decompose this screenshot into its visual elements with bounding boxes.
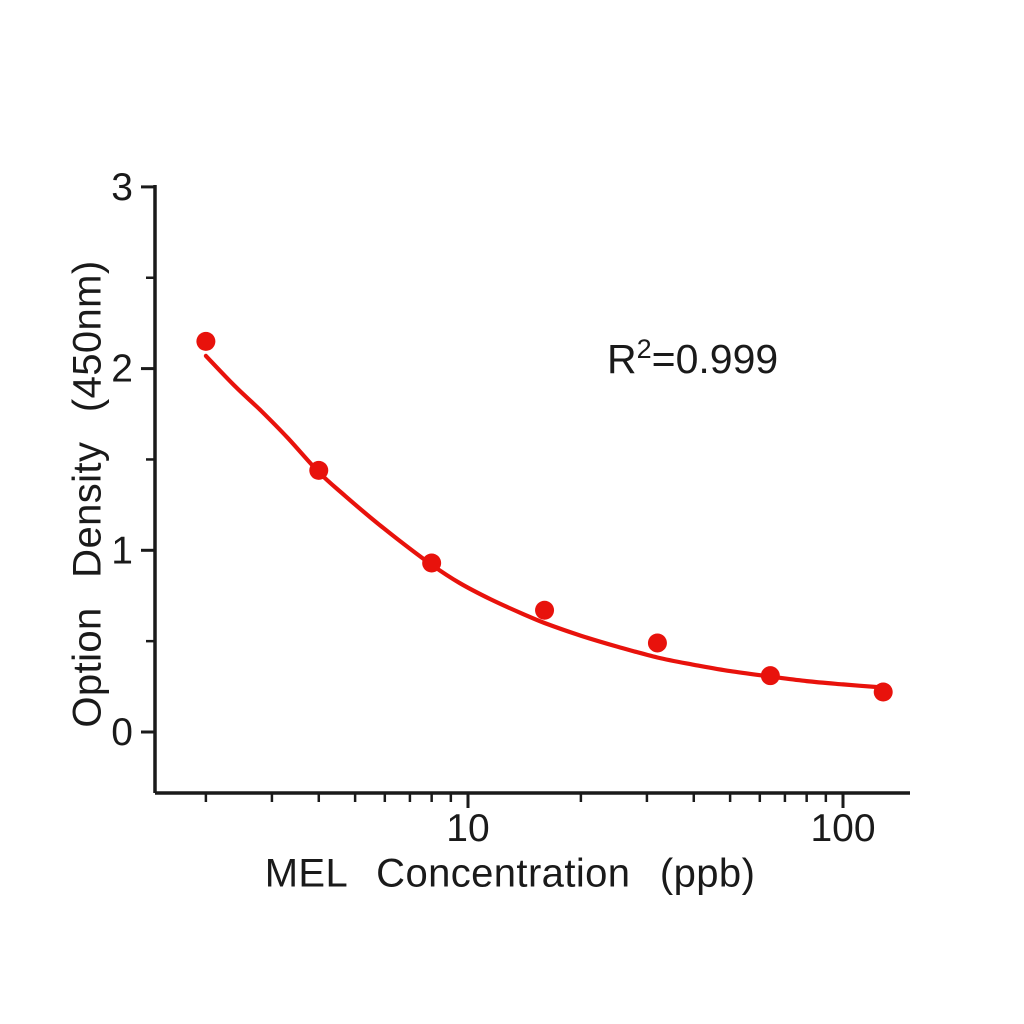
data-points [196, 331, 893, 702]
y-tick-label: 1 [111, 529, 133, 572]
y-axis-title: Option Density (450nm) [65, 260, 110, 728]
r-squared-annotation: R2=0.999 [607, 334, 778, 383]
data-point [196, 331, 216, 351]
r-squared-value: =0.999 [651, 336, 779, 382]
x-axis [155, 791, 910, 808]
data-point [535, 600, 555, 620]
data-point [647, 633, 667, 653]
y-tick-label: 3 [111, 166, 133, 209]
y-tick-label: 2 [111, 348, 133, 391]
y-tick-labels: 0 1 2 3 [111, 166, 133, 754]
data-point [760, 666, 780, 686]
r-squared-exponent: 2 [636, 334, 652, 364]
y-tick-label: 0 [111, 711, 133, 754]
data-point [309, 460, 329, 480]
x-tick-labels: 10 100 [446, 807, 875, 850]
fit-curve-line [203, 353, 886, 690]
x-tick-label: 100 [810, 807, 875, 850]
x-tick-label: 10 [446, 807, 489, 850]
r-squared-base: R [607, 336, 637, 382]
data-point [873, 682, 893, 702]
data-point [422, 553, 442, 573]
x-axis-title: MEL Concentration (ppb) [264, 851, 756, 896]
y-axis [141, 185, 157, 793]
